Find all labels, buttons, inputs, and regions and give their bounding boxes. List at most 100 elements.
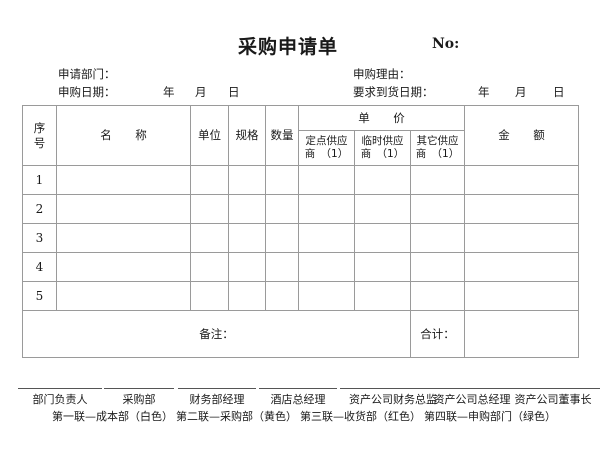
column-header-name: 名 称 (56, 105, 191, 166)
fixed-supplier-line1: 定点供应 (305, 134, 348, 147)
table-row: 3 (22, 223, 580, 253)
applying-department-label: 申请部门： (58, 67, 116, 81)
row-index: 5 (22, 281, 57, 311)
signature-hotel-general-manager[interactable]: 酒店总经理 (259, 388, 337, 407)
signature-asset-cfo[interactable]: 资产公司财务总监 (340, 388, 446, 407)
table-header-row-2: 定点供应 商 （1） 临时供应 商 （1） 其它供应 商 （1） (23, 130, 579, 166)
copy-2-purchasing-department: 第二联—采购部（黄色） (176, 410, 297, 423)
row-price-temp[interactable] (354, 194, 411, 224)
row-unit[interactable] (190, 252, 229, 282)
column-header-quantity: 数量 (265, 105, 299, 166)
signature-purchasing-department[interactable]: 采购部 (104, 388, 174, 407)
request-reason-label: 申购理由： (353, 67, 411, 81)
table-row: 4 (22, 252, 580, 282)
temp-supplier-line1: 临时供应 (361, 134, 404, 147)
row-amount[interactable] (464, 223, 580, 253)
row-price-temp[interactable] (354, 223, 411, 253)
row-unit[interactable] (190, 165, 229, 195)
signature-department-head[interactable]: 部门负责人 (18, 388, 102, 407)
copy-4-requesting-department: 第四联—申购部门（绿色） (424, 410, 556, 423)
row-name[interactable] (56, 165, 191, 195)
row-amount[interactable] (464, 194, 580, 224)
other-supplier-line1: 其它供应 (416, 134, 459, 147)
row-spec[interactable] (228, 281, 266, 311)
subcolumn-header-other-supplier: 其它供应 商 （1） (409, 130, 466, 166)
row-index: 2 (22, 194, 57, 224)
header-fields: 申请部门： 申购日期： 年 月 日 申购理由： 要求到货日期： 年 月 日 (0, 66, 600, 104)
form-number-label[interactable]: No: (432, 36, 460, 52)
row-price-fixed[interactable] (298, 223, 355, 253)
row-amount[interactable] (464, 165, 580, 195)
title-row: 采购申请单 No: (0, 32, 600, 58)
column-header-index: 序 号 (22, 105, 57, 166)
subcolumn-header-fixed-supplier: 定点供应 商 （1） (298, 130, 355, 166)
request-date-year[interactable]: 年 (163, 85, 175, 99)
row-name[interactable] (56, 281, 191, 311)
row-price-fixed[interactable] (298, 194, 355, 224)
row-spec[interactable] (228, 252, 266, 282)
row-name[interactable] (56, 223, 191, 253)
total-label: 合计： (409, 310, 466, 358)
subcolumn-header-temp-supplier: 临时供应 商 （1） (354, 130, 411, 166)
column-header-amount: 金 额 (464, 105, 580, 166)
copy-distribution-row: 第一联—成本部（白色） 第二联—采购部（黄色） 第三联—收货部（红色） 第四联—… (0, 408, 600, 426)
row-price-other[interactable] (409, 252, 466, 282)
row-price-other[interactable] (409, 223, 466, 253)
temp-supplier-line2: 商 （1） (360, 148, 405, 160)
table-row: 5 (22, 281, 580, 311)
remark-label[interactable]: 备注： (22, 310, 411, 358)
row-index: 4 (22, 252, 57, 282)
request-date-month[interactable]: 月 (195, 85, 207, 99)
row-price-temp[interactable] (354, 165, 411, 195)
signature-asset-chairman[interactable]: 资产公司董事长 (506, 388, 600, 407)
required-delivery-date-label: 要求到货日期： (353, 85, 434, 99)
table-header-row-1: 序 号 名 称 单位 规格 数量 单 价 金 额 (22, 105, 580, 166)
page-title: 采购申请单 (238, 36, 339, 58)
row-index: 3 (22, 223, 57, 253)
column-header-spec: 规格 (228, 105, 266, 166)
row-amount[interactable] (464, 252, 580, 282)
row-quantity[interactable] (265, 252, 299, 282)
delivery-date-year[interactable]: 年 (478, 85, 490, 99)
row-quantity[interactable] (265, 194, 299, 224)
row-price-fixed[interactable] (298, 281, 355, 311)
row-quantity[interactable] (265, 281, 299, 311)
column-header-unit: 单位 (190, 105, 229, 166)
row-quantity[interactable] (265, 165, 299, 195)
signature-finance-manager[interactable]: 财务部经理 (178, 388, 256, 407)
row-unit[interactable] (190, 281, 229, 311)
request-date-label: 申购日期： (58, 85, 116, 99)
requisition-table: 序 号 名 称 单位 规格 数量 单 价 金 额 定点供应 商 （1） 临时供应… (22, 105, 580, 358)
row-quantity[interactable] (265, 223, 299, 253)
row-price-other[interactable] (409, 194, 466, 224)
fixed-supplier-line2: 商 （1） (304, 148, 349, 160)
row-name[interactable] (56, 194, 191, 224)
total-value[interactable] (464, 310, 580, 358)
row-price-temp[interactable] (354, 281, 411, 311)
table-row: 1 (22, 165, 580, 195)
row-spec[interactable] (228, 194, 266, 224)
delivery-date-month[interactable]: 月 (515, 85, 527, 99)
row-price-other[interactable] (409, 281, 466, 311)
signature-row: 部门负责人 采购部 财务部经理 酒店总经理 资产公司财务总监 资产公司总经理 资… (0, 388, 600, 406)
row-unit[interactable] (190, 194, 229, 224)
row-unit[interactable] (190, 223, 229, 253)
row-price-fixed[interactable] (298, 165, 355, 195)
request-date-day[interactable]: 日 (228, 85, 240, 99)
copy-1-cost-department: 第一联—成本部（白色） (52, 410, 173, 423)
table-row: 2 (22, 194, 580, 224)
column-header-unit-price: 单 价 (297, 105, 466, 131)
row-amount[interactable] (464, 281, 580, 311)
copy-3-receiving-department: 第三联—收货部（红色） (300, 410, 421, 423)
row-price-fixed[interactable] (298, 252, 355, 282)
row-spec[interactable] (228, 165, 266, 195)
row-price-other[interactable] (409, 165, 466, 195)
delivery-date-day[interactable]: 日 (553, 85, 565, 99)
row-name[interactable] (56, 252, 191, 282)
other-supplier-line2: 商 （1） (415, 148, 460, 160)
row-index: 1 (22, 165, 57, 195)
row-spec[interactable] (228, 223, 266, 253)
table-footer-row: 备注： 合计： (22, 310, 580, 358)
row-price-temp[interactable] (354, 252, 411, 282)
signature-asset-general-manager[interactable]: 资产公司总经理 (424, 388, 520, 407)
